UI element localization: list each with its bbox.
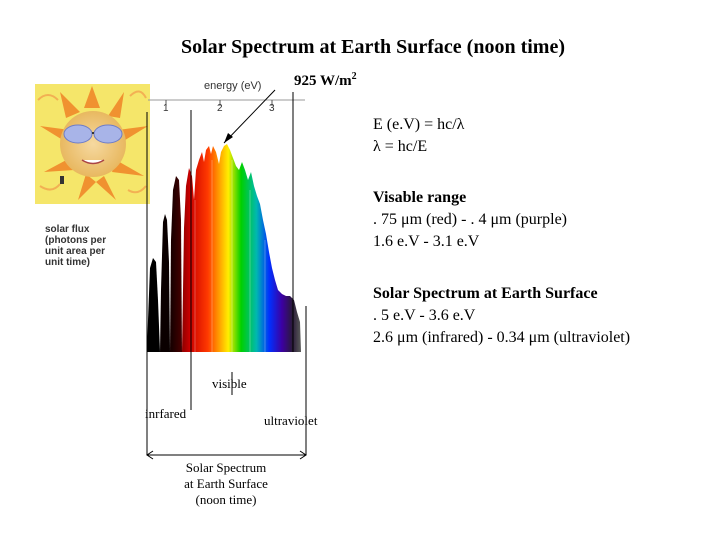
surface-spectrum-heading: Solar Spectrum at Earth Surface <box>373 285 598 302</box>
formula-wavelength: λ = hc/E <box>373 138 428 155</box>
energy-axis-label: energy (eV) <box>204 80 262 92</box>
visible-range-block: Visable range . 75 μm (red) - . 4 μm (pu… <box>373 187 567 253</box>
formula-block: E (e.V) = hc/λ λ = hc/E <box>373 114 464 158</box>
energy-tick-label-2: 2 <box>217 103 223 114</box>
formula-energy: E (e.V) = hc/λ <box>373 116 465 133</box>
marker-lines <box>146 89 307 460</box>
visible-annotation: visible <box>212 376 247 391</box>
ultraviolet-annotation: ultraviolet <box>264 413 318 428</box>
energy-axis <box>148 99 305 106</box>
infrared-bands <box>147 176 182 352</box>
sun-with-sunglasses-icon <box>35 84 150 204</box>
surface-spectrum-block: Solar Spectrum at Earth Surface . 5 e.V … <box>373 283 630 349</box>
visible-range-heading: Visable range <box>373 189 467 206</box>
bottom-caption: Solar Spectrum at Earth Surface (noon ti… <box>184 460 268 507</box>
energy-tick-label-3: 3 <box>269 103 275 114</box>
absorption-lines <box>194 160 266 352</box>
energy-tick-label-1: 1 <box>163 103 169 114</box>
visible-range-wavelength: . 75 μm (red) - . 4 μm (purple) <box>373 211 567 228</box>
spectrum-area <box>182 144 301 352</box>
page-title: Solar Spectrum at Earth Surface (noon ti… <box>180 36 566 58</box>
surface-spectrum-wavelength: 2.6 μm (infrared) - 0.34 μm (ultraviolet… <box>373 329 631 346</box>
infrared-annotation: inrfared <box>145 406 187 421</box>
flux-axis-label: solar flux (photons per unit area per un… <box>45 224 107 268</box>
visible-range-energy: 1.6 e.V - 3.1 e.V <box>373 233 480 250</box>
surface-spectrum-energy: . 5 e.V - 3.6 e.V <box>373 307 476 324</box>
flux-label: 925 W/m2 <box>294 71 357 89</box>
arrow-head <box>224 133 233 143</box>
